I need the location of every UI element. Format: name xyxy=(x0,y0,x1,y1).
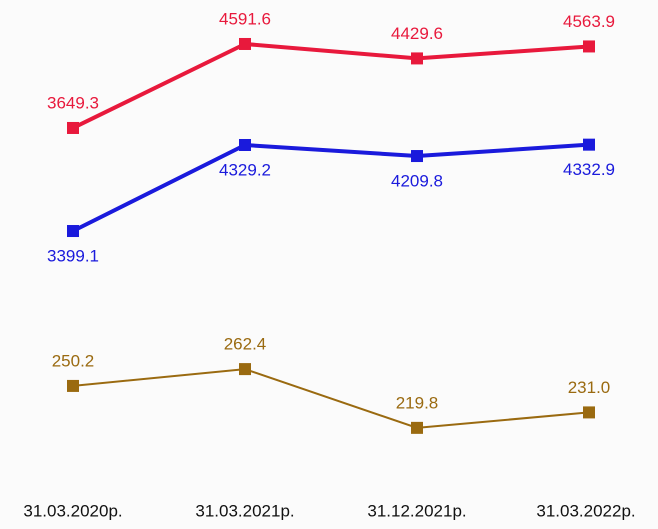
marker xyxy=(67,225,79,238)
data-label: 4329.2 xyxy=(219,160,271,179)
data-label: 4591.6 xyxy=(219,9,271,28)
data-label: 262.4 xyxy=(224,335,267,354)
data-label: 3399.1 xyxy=(47,247,99,266)
data-label: 4429.6 xyxy=(391,24,443,43)
marker xyxy=(239,37,251,50)
marker xyxy=(583,406,595,419)
x-tick-label: 31.03.2020р. xyxy=(23,501,122,520)
marker xyxy=(411,52,423,65)
marker xyxy=(411,150,423,163)
series-line xyxy=(72,41,590,130)
x-tick-label: 31.12.2021р. xyxy=(367,501,466,520)
x-tick-label: 31.03.2021р. xyxy=(195,501,294,520)
series-line xyxy=(72,142,590,233)
data-label: 231.0 xyxy=(568,378,611,397)
marker xyxy=(239,363,251,376)
marker xyxy=(67,379,79,392)
data-label: 4332.9 xyxy=(563,160,615,179)
data-label: 4563.9 xyxy=(563,12,615,31)
marker xyxy=(239,138,251,151)
marker xyxy=(583,138,595,151)
marker xyxy=(67,121,79,134)
marker xyxy=(411,421,423,434)
data-label: 219.8 xyxy=(396,393,439,412)
data-label: 250.2 xyxy=(52,351,95,370)
data-label: 4209.8 xyxy=(391,172,443,191)
series-line xyxy=(72,368,590,429)
x-tick-label: 31.03.2022р. xyxy=(536,501,635,520)
data-label: 3649.3 xyxy=(47,93,99,112)
marker xyxy=(583,40,595,53)
